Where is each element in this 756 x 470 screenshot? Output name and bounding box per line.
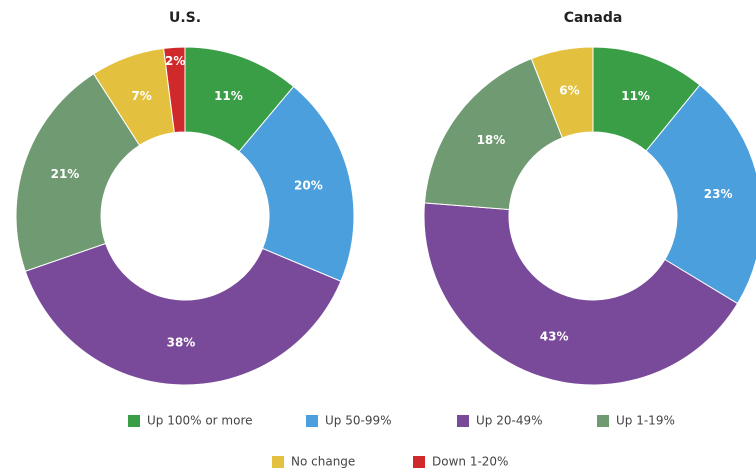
value-label: 43% [540,329,569,343]
value-label: 21% [51,167,80,181]
donut-slice [24,242,342,386]
legend-label: Up 100% or more [147,414,253,428]
value-label: 11% [214,89,243,103]
legend-label: Up 50-99% [325,414,392,428]
donut-slice [645,84,756,305]
chart-title: Canada [564,10,623,26]
legend-label: Down 1-20% [432,455,508,469]
donut-slice [238,85,355,282]
legend-swatch [128,415,140,427]
legend-swatch [413,456,425,468]
legend-label: Up 20-49% [476,414,543,428]
donut-slice [163,46,186,134]
legend-swatch [306,415,318,427]
value-label: 7% [131,89,151,103]
value-label: 38% [167,335,196,349]
value-label: 23% [704,187,733,201]
legend-swatch [597,415,609,427]
donut-slice [530,46,594,139]
legend-swatch [457,415,469,427]
legend-label: No change [291,455,355,469]
value-label: 20% [294,179,323,193]
value-label: 2% [165,54,185,68]
legend-label: Up 1-19% [616,414,675,428]
value-label: 11% [621,89,650,103]
value-label: 6% [559,84,579,98]
chart-title: U.S. [169,10,201,26]
donut-slice [423,202,739,386]
legend-swatch [272,456,284,468]
donut-slice [15,73,141,272]
donut-slice [423,57,564,211]
value-label: 18% [477,133,506,147]
